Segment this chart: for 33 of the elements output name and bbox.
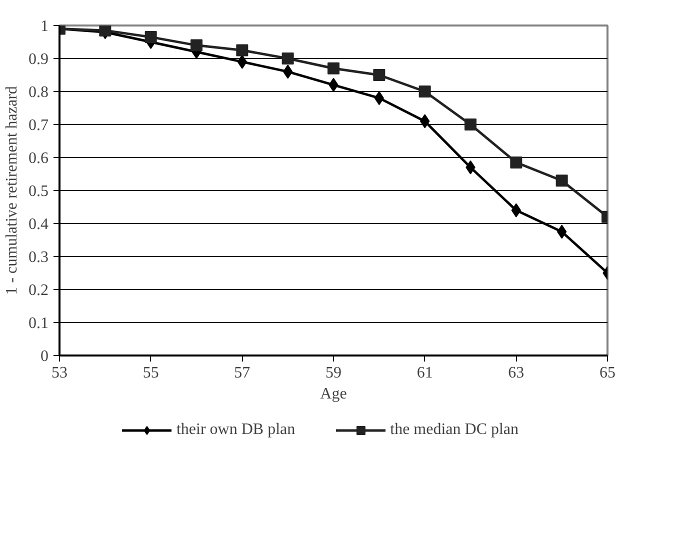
y-axis-title: 1 - cumulative retirement hazard	[4, 86, 20, 295]
x-tick-label: 63	[508, 364, 524, 382]
y-tick-label: 1	[40, 18, 48, 35]
y-tick-label: 0.6	[28, 150, 48, 167]
point	[144, 31, 157, 44]
point	[236, 44, 248, 56]
x-tick-label: 65	[600, 364, 616, 382]
x-tick-label: 59	[326, 364, 342, 382]
x-tick-label: 57	[234, 364, 250, 382]
legend-label: the median DC plan	[390, 421, 519, 439]
x-tick-label: 53	[52, 364, 68, 382]
y-tick-label: 0.4	[28, 216, 48, 233]
point	[282, 52, 294, 64]
point	[328, 62, 340, 74]
point	[464, 118, 476, 130]
y-tick-label: 0.2	[28, 282, 48, 299]
point	[373, 69, 386, 81]
legend-label: their own DB plan	[176, 421, 296, 439]
x-tick-label: 61	[416, 364, 433, 382]
point	[190, 39, 202, 52]
y-tick-label: 0.7	[28, 117, 48, 134]
x-tick-label: 55	[142, 364, 159, 382]
y-tick-label: 0.1	[28, 315, 48, 332]
point	[418, 86, 431, 98]
y-tick-label: 0.3	[28, 249, 48, 266]
point	[99, 26, 112, 36]
y-tick-label: 0	[40, 348, 48, 365]
y-tick-label: 0.8	[28, 84, 48, 101]
y-tick-label: 0.5	[28, 183, 48, 200]
y-tick-label: 0.9	[28, 51, 48, 68]
point	[510, 156, 522, 168]
point	[556, 174, 568, 187]
x-axis-title: Age	[320, 386, 347, 402]
